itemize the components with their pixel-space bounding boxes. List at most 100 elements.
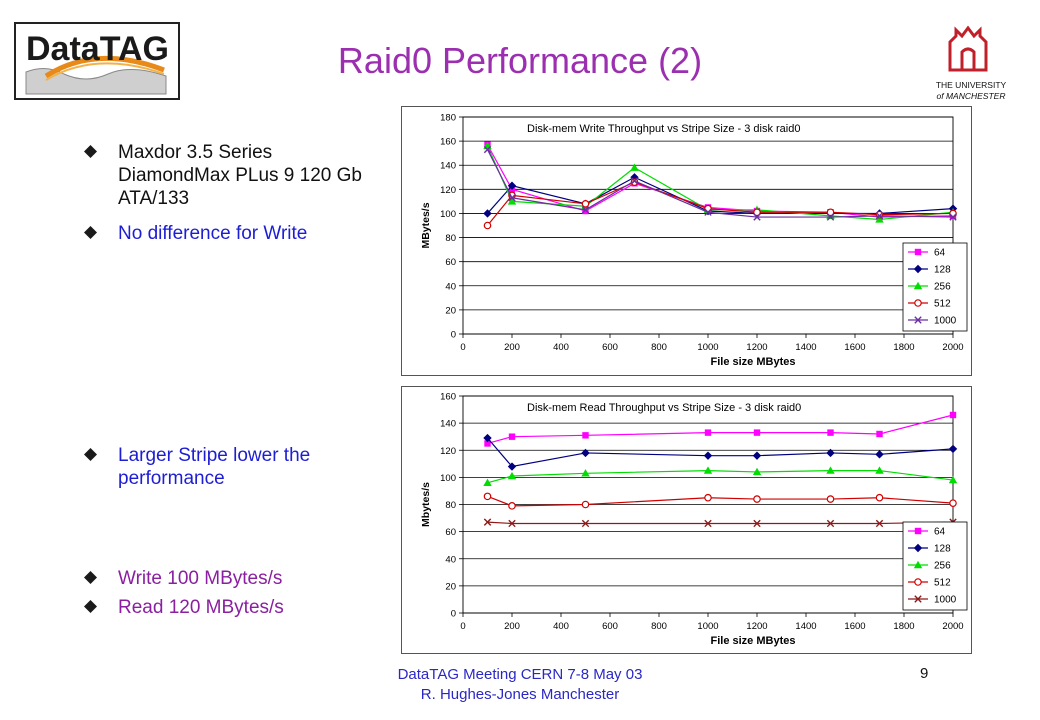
y-tick-label: 120 <box>440 446 456 457</box>
data-point <box>826 213 835 221</box>
y-tick-label: 100 <box>440 473 456 484</box>
series-line <box>487 437 954 468</box>
series-line <box>486 144 954 218</box>
y-tick-label: 40 <box>445 281 456 292</box>
x-axis-label: File size MBytes <box>711 356 796 368</box>
legend-label: 1000 <box>934 316 957 327</box>
data-point <box>753 519 761 528</box>
y-tick-label: 20 <box>445 581 456 592</box>
data-point <box>581 519 590 528</box>
data-point <box>581 200 590 208</box>
data-point <box>581 448 590 458</box>
y-tick-label: 60 <box>445 527 456 538</box>
series-line <box>487 469 954 484</box>
data-point <box>949 411 957 419</box>
data-point <box>483 221 492 230</box>
x-tick-label: 400 <box>553 342 569 353</box>
legend-label: 512 <box>934 299 951 310</box>
y-tick-label: 120 <box>440 185 456 196</box>
write-throughput-chart: 0 20 40 60 80 100 120 140 160 180 0 200 400 600 800 100… <box>401 106 972 376</box>
data-point <box>704 493 712 502</box>
x-tick-label: 1800 <box>893 342 914 353</box>
y-tick-label: 100 <box>440 209 456 220</box>
x-tick-label: 800 <box>651 621 667 632</box>
x-tick-label: 1000 <box>697 342 718 353</box>
x-tick-label: 1000 <box>697 621 718 632</box>
data-point <box>875 215 884 223</box>
data-point <box>826 519 835 528</box>
y-tick-label: 140 <box>440 161 456 172</box>
x-tick-label: 1200 <box>746 342 767 353</box>
page-number: 9 <box>920 665 929 682</box>
data-point <box>949 213 957 221</box>
data-point <box>875 450 884 459</box>
y-tick-label: 60 <box>445 257 456 268</box>
data-point <box>507 197 517 205</box>
legend-label: 256 <box>934 282 951 293</box>
data-point <box>508 502 516 510</box>
y-tick-label: 80 <box>445 500 456 511</box>
y-tick-label: 140 <box>440 419 456 430</box>
data-point <box>948 444 958 454</box>
x-tick-label: 2000 <box>942 621 963 632</box>
data-point <box>875 466 884 474</box>
bullet-text: No difference for Write <box>118 223 308 244</box>
series-256 <box>483 141 958 223</box>
data-point <box>875 210 884 219</box>
manchester-logo-line1: THE UNIVERSITY <box>936 80 1007 90</box>
legend-label: 256 <box>934 561 951 572</box>
bullet-item: Write 100 MBytes/s <box>84 567 384 590</box>
diamond-bullet-icon <box>84 448 97 461</box>
data-point <box>704 429 712 436</box>
data-point <box>753 208 761 217</box>
x-tick-label: 800 <box>651 342 667 353</box>
data-point <box>827 429 834 436</box>
legend-label: 128 <box>934 265 951 276</box>
data-point <box>507 181 517 190</box>
series-128 <box>483 433 958 471</box>
legend-box <box>902 521 968 611</box>
manchester-logo: THE UNIVERSITY of MANCHESTER <box>928 22 1014 108</box>
data-point <box>703 451 713 460</box>
data-point <box>913 281 923 290</box>
data-point <box>630 177 639 185</box>
bullet-text: Larger Stripe lower the performance <box>118 445 311 489</box>
data-point <box>483 433 492 443</box>
footer-line-2: R. Hughes-Jones Manchester <box>420 686 620 703</box>
series-128 <box>483 173 958 218</box>
footer-line-1: DataTAG Meeting CERN 7-8 May 03 <box>397 666 643 683</box>
data-point <box>752 467 762 476</box>
data-point <box>826 495 835 503</box>
data-point <box>704 519 712 528</box>
read-throughput-chart: 0 20 40 60 80 100 120 140 160 0 200 400 600 800 1000 12… <box>401 386 972 654</box>
data-point <box>753 495 761 503</box>
y-tick-label: 180 <box>440 113 456 124</box>
data-point <box>507 462 517 471</box>
data-point <box>483 518 492 526</box>
series-1000 <box>483 518 957 528</box>
x-axis-label: File size MBytes <box>711 635 796 647</box>
bullet-item: Maxdor 3.5 Series DiamondMax PLus 9 120 … <box>84 141 384 210</box>
x-tick-label: 600 <box>602 621 618 632</box>
y-axis-label: MBytes/s <box>420 202 432 248</box>
diamond-bullet-icon <box>84 571 97 584</box>
data-point <box>753 429 761 436</box>
data-point <box>484 440 491 447</box>
data-point <box>913 264 923 274</box>
data-point <box>508 519 516 528</box>
legend-box <box>902 242 968 332</box>
data-point <box>508 194 516 202</box>
data-point <box>483 145 492 154</box>
data-point <box>875 493 884 502</box>
legend-label: 512 <box>934 578 951 589</box>
manchester-logo-line2: of MANCHESTER <box>937 91 1006 101</box>
x-tick-label: 1800 <box>893 621 914 632</box>
series-line <box>486 149 954 218</box>
legend-label: 64 <box>934 527 946 538</box>
data-point <box>875 212 884 220</box>
diamond-bullet-icon <box>84 226 97 239</box>
data-point <box>826 208 835 217</box>
x-tick-label: 600 <box>602 342 618 353</box>
data-point <box>581 206 590 214</box>
data-point <box>914 299 922 307</box>
